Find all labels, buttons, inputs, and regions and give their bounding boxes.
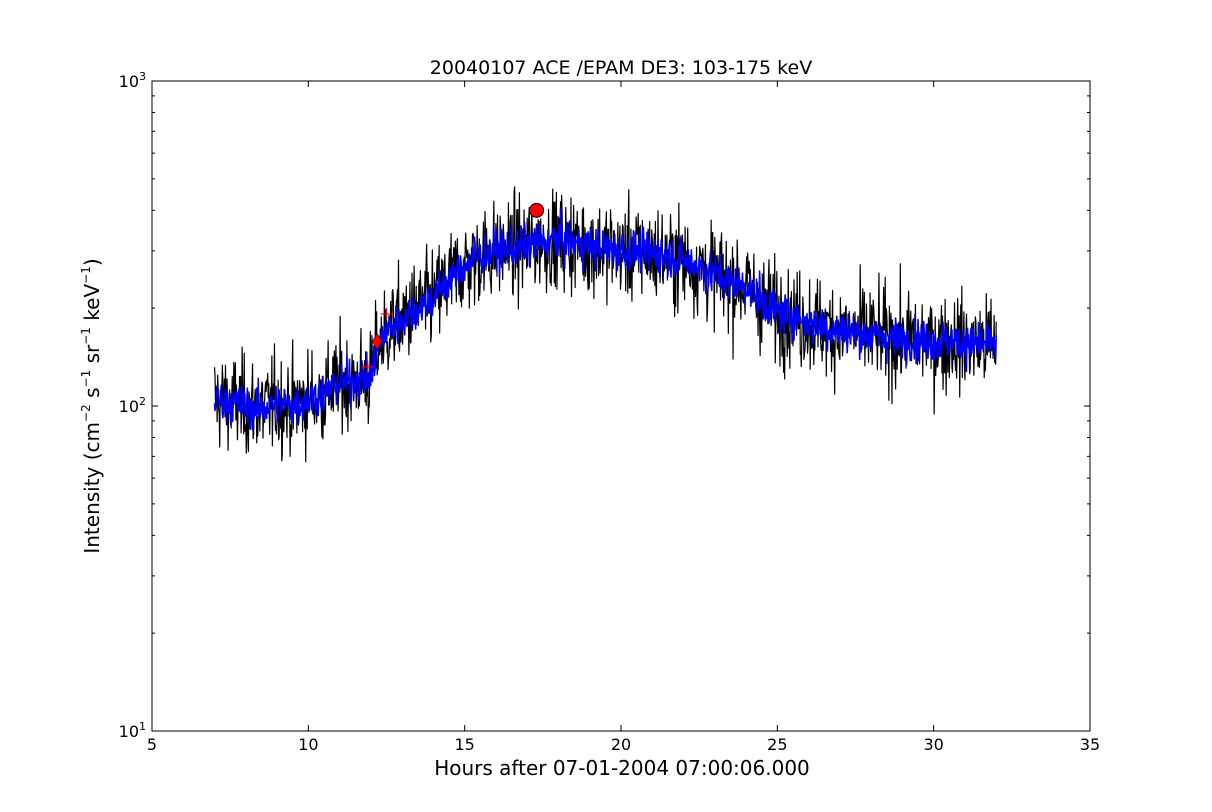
x-axis-label: Hours after 07-01-2004 07:00:06.000: [434, 756, 810, 780]
x-tick-label: 30: [923, 735, 943, 754]
x-tick-labels: 5 10 15 20 25 30 35: [147, 735, 1100, 754]
axis-ticks: [151, 80, 1091, 732]
x-tick-label: 20: [611, 735, 631, 754]
marker-plus: [361, 360, 374, 373]
y-axis-label-exp-2: −1: [79, 370, 93, 388]
x-tick-label: 35: [1080, 735, 1100, 754]
y-tick-base: 10: [119, 72, 139, 91]
y-tick-exponent: 3: [139, 70, 146, 83]
x-tick-label: 5: [147, 735, 157, 754]
y-axis-label-exp-3: −1: [79, 327, 93, 345]
tick-layer: [151, 80, 1091, 732]
y-tick-label: 103: [119, 70, 146, 91]
series-layer: [213, 186, 997, 463]
marker-diamond: [371, 332, 383, 350]
x-tick-label: 10: [298, 735, 318, 754]
marker-circle: [529, 202, 545, 218]
y-axis-label-end: ): [80, 258, 104, 266]
marker-layer: [361, 202, 545, 373]
marker-plus: [380, 307, 393, 320]
x-tick-label: 25: [767, 735, 787, 754]
chart-title: 20040107 ACE /EPAM DE3: 103-175 keV: [430, 57, 812, 79]
y-axis-label: Intensity (cm−2 s−1 sr−1 keV−1): [79, 258, 104, 553]
y-tick-base: 10: [119, 397, 139, 416]
y-axis-label-mid-1: s: [80, 387, 104, 404]
series-line-smoothed: [213, 207, 997, 431]
x-tick-label: 15: [454, 735, 474, 754]
y-tick-label: 101: [119, 720, 146, 741]
y-axis-label-main: Intensity (cm: [80, 422, 104, 554]
y-tick-label: 102: [119, 395, 146, 416]
y-tick-base: 10: [119, 722, 139, 741]
y-axis-label-mid-2: sr: [80, 344, 104, 370]
y-axis-label-mid-3: keV: [80, 284, 104, 328]
y-axis-label-exp-4: −1: [79, 266, 93, 284]
y-tick-exponent: 2: [139, 395, 146, 408]
y-tick-exponent: 1: [139, 720, 146, 733]
y-axis-label-exp-1: −2: [79, 404, 93, 422]
